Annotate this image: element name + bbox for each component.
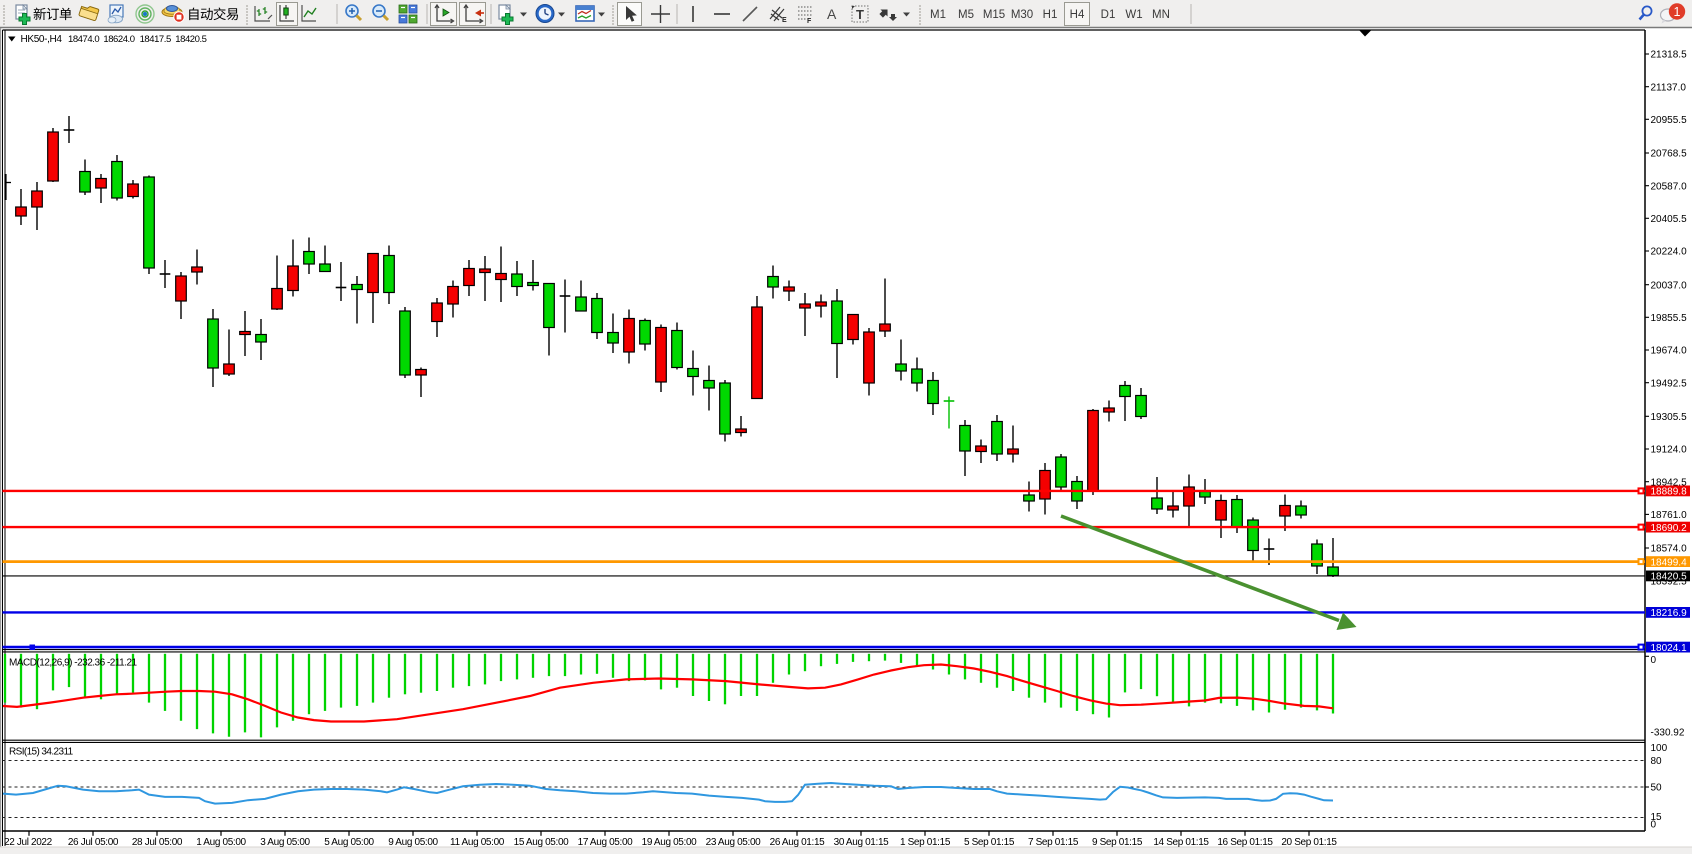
svg-text:5 Aug 05:00: 5 Aug 05:00 bbox=[324, 837, 374, 848]
svg-text:20 Sep 01:15: 20 Sep 01:15 bbox=[1281, 837, 1337, 848]
svg-text:0: 0 bbox=[1651, 655, 1657, 666]
svg-text:19492.5: 19492.5 bbox=[1651, 378, 1688, 389]
svg-text:23 Aug 05:00: 23 Aug 05:00 bbox=[706, 837, 762, 848]
svg-text:19674.0: 19674.0 bbox=[1651, 346, 1688, 357]
svg-text:21318.5: 21318.5 bbox=[1651, 50, 1688, 61]
svg-text:50: 50 bbox=[1651, 783, 1663, 794]
svg-text:18942.5: 18942.5 bbox=[1651, 477, 1688, 488]
svg-text:RSI(15) 34.2311: RSI(15) 34.2311 bbox=[9, 746, 74, 757]
svg-text:15 Aug 05:00: 15 Aug 05:00 bbox=[514, 837, 570, 848]
svg-text:26 Aug 01:15: 26 Aug 01:15 bbox=[770, 837, 826, 848]
svg-text:19 Aug 05:00: 19 Aug 05:00 bbox=[642, 837, 698, 848]
svg-text:E: E bbox=[782, 17, 787, 24]
svg-text:1 Sep 01:15: 1 Sep 01:15 bbox=[900, 837, 951, 848]
svg-text:9 Aug 05:00: 9 Aug 05:00 bbox=[388, 837, 438, 848]
svg-text:5 Sep 01:15: 5 Sep 01:15 bbox=[964, 837, 1015, 848]
svg-text:20955.5: 20955.5 bbox=[1651, 115, 1688, 126]
svg-text:16 Sep 01:15: 16 Sep 01:15 bbox=[1217, 837, 1273, 848]
svg-text:M5: M5 bbox=[958, 9, 974, 21]
svg-text:20405.5: 20405.5 bbox=[1651, 214, 1688, 225]
svg-text:18574.0: 18574.0 bbox=[1651, 544, 1688, 555]
svg-text:28 Jul 05:00: 28 Jul 05:00 bbox=[132, 837, 183, 848]
svg-text:M15: M15 bbox=[983, 9, 1005, 21]
svg-text:26 Jul 05:00: 26 Jul 05:00 bbox=[68, 837, 119, 848]
svg-text:19305.5: 19305.5 bbox=[1651, 412, 1688, 423]
svg-text:18392.5: 18392.5 bbox=[1651, 576, 1688, 587]
svg-text:D1: D1 bbox=[1101, 9, 1116, 21]
svg-text:18499.4: 18499.4 bbox=[1651, 557, 1688, 568]
svg-text:0: 0 bbox=[1651, 819, 1657, 830]
svg-text:17 Aug 05:00: 17 Aug 05:00 bbox=[578, 837, 634, 848]
svg-text:14 Sep 01:15: 14 Sep 01:15 bbox=[1153, 837, 1209, 848]
svg-text:20037.0: 20037.0 bbox=[1651, 280, 1688, 291]
svg-text:21137.0: 21137.0 bbox=[1651, 82, 1687, 93]
svg-text:F: F bbox=[807, 18, 812, 25]
svg-text:11 Aug 05:00: 11 Aug 05:00 bbox=[450, 837, 505, 848]
svg-text:80: 80 bbox=[1651, 756, 1663, 767]
svg-text:19855.5: 19855.5 bbox=[1651, 313, 1688, 324]
svg-text:M1: M1 bbox=[930, 9, 946, 21]
svg-text:H1: H1 bbox=[1043, 9, 1058, 21]
svg-text:18420.5: 18420.5 bbox=[1651, 572, 1688, 583]
svg-text:18690.2: 18690.2 bbox=[1651, 523, 1688, 534]
svg-text:18761.0: 18761.0 bbox=[1651, 510, 1688, 521]
svg-text:M30: M30 bbox=[1011, 9, 1033, 21]
svg-text:20768.5: 20768.5 bbox=[1651, 149, 1688, 160]
svg-text:W1: W1 bbox=[1125, 9, 1142, 21]
svg-text:1: 1 bbox=[1674, 5, 1681, 19]
svg-text:T: T bbox=[856, 7, 864, 22]
svg-text:HK50-,H4: HK50-,H4 bbox=[21, 34, 63, 45]
svg-text:MACD(12,26,9) -232.36 -211.21: MACD(12,26,9) -232.36 -211.21 bbox=[9, 657, 138, 668]
svg-text:15: 15 bbox=[1651, 812, 1663, 823]
svg-text:18889.8: 18889.8 bbox=[1651, 487, 1688, 498]
svg-text:18474.0: 18474.0 bbox=[68, 34, 99, 45]
svg-text:1 Aug 05:00: 1 Aug 05:00 bbox=[196, 837, 246, 848]
svg-text:22 Jul 2022: 22 Jul 2022 bbox=[4, 837, 53, 848]
svg-text:MN: MN bbox=[1152, 9, 1170, 21]
svg-text:18024.1: 18024.1 bbox=[1651, 643, 1688, 654]
svg-text:9 Sep 01:15: 9 Sep 01:15 bbox=[1092, 837, 1143, 848]
svg-text:7 Sep 01:15: 7 Sep 01:15 bbox=[1028, 837, 1079, 848]
svg-text:18624.0: 18624.0 bbox=[103, 34, 134, 45]
svg-text:19124.0: 19124.0 bbox=[1651, 445, 1688, 456]
svg-text:18420.5: 18420.5 bbox=[175, 34, 206, 45]
svg-text:-330.92: -330.92 bbox=[1651, 728, 1685, 739]
svg-text:20224.0: 20224.0 bbox=[1651, 247, 1688, 258]
svg-text:18216.9: 18216.9 bbox=[1651, 608, 1688, 619]
svg-text:100: 100 bbox=[1651, 743, 1668, 754]
svg-text:20587.0: 20587.0 bbox=[1651, 181, 1688, 192]
svg-text:30 Aug 01:15: 30 Aug 01:15 bbox=[834, 837, 890, 848]
svg-text:3 Aug 05:00: 3 Aug 05:00 bbox=[260, 837, 310, 848]
svg-text:A: A bbox=[827, 6, 837, 22]
svg-text:H4: H4 bbox=[1070, 9, 1085, 21]
svg-text:18417.5: 18417.5 bbox=[140, 34, 171, 45]
